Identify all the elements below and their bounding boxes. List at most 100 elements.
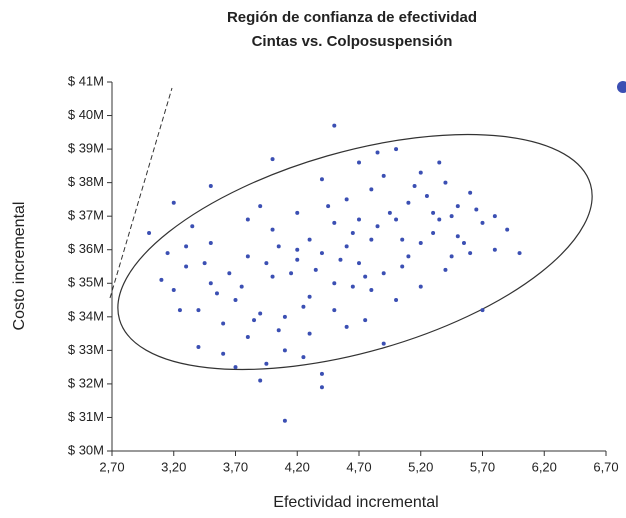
point: [449, 254, 454, 259]
y-axis-title: Costo incremental: [11, 202, 28, 331]
point: [332, 281, 337, 286]
y-tick-label: $ 31M: [68, 409, 104, 424]
y-tick-label: $ 37M: [68, 208, 104, 223]
point: [295, 210, 300, 215]
y-tick-label: $ 35M: [68, 275, 104, 290]
point: [344, 197, 349, 202]
point: [492, 247, 497, 252]
x-tick-label: 5,70: [470, 459, 495, 474]
point: [282, 348, 287, 353]
point: [468, 251, 473, 256]
legend-marker: [617, 81, 626, 93]
point: [233, 298, 238, 303]
point: [437, 160, 442, 165]
point: [319, 371, 324, 376]
x-tick-label: 4,70: [346, 459, 371, 474]
point: [295, 257, 300, 262]
point: [387, 210, 392, 215]
chart-title: Región de confianza de efectividad: [227, 9, 477, 26]
point: [233, 365, 238, 370]
y-tick-label: $ 40M: [68, 107, 104, 122]
point: [375, 224, 380, 229]
point: [177, 308, 182, 313]
point: [301, 304, 306, 309]
point: [505, 227, 510, 232]
x-tick-label: 2,70: [99, 459, 124, 474]
point: [369, 237, 374, 242]
point: [319, 385, 324, 390]
point: [406, 200, 411, 205]
point: [394, 298, 399, 303]
point: [264, 261, 269, 266]
point: [227, 271, 232, 276]
point: [307, 331, 312, 336]
point: [202, 261, 207, 266]
point: [258, 378, 263, 383]
point: [159, 277, 164, 282]
point: [369, 187, 374, 192]
point: [468, 190, 473, 195]
point: [480, 220, 485, 225]
point: [301, 355, 306, 360]
point: [357, 160, 361, 165]
point: [245, 217, 250, 222]
ticks: $ 30M $ 31M $ 32M $ 33M $ 34M $ 35M $ 36M $ 37M…: [68, 73, 619, 474]
point: [319, 177, 324, 182]
point: [517, 251, 522, 256]
point: [264, 361, 269, 366]
point: [437, 217, 442, 222]
y-tick-label: $ 33M: [68, 342, 104, 357]
point: [480, 308, 485, 313]
point: [431, 230, 436, 235]
y-tick-label: $ 39M: [68, 141, 104, 156]
point: [363, 318, 368, 323]
confidence-ellipse: [117, 133, 593, 371]
point: [319, 251, 324, 256]
x-tick-label: 6,20: [532, 459, 557, 474]
point: [282, 314, 287, 319]
point: [455, 204, 460, 209]
point: [357, 217, 361, 222]
points: [147, 123, 522, 423]
point: [418, 284, 423, 289]
point: [147, 230, 152, 235]
x-tick-label: 4,20: [285, 459, 310, 474]
x-tick-label: 3,70: [223, 459, 248, 474]
point: [307, 294, 312, 299]
point: [357, 261, 361, 266]
point: [208, 183, 213, 188]
point: [245, 254, 250, 259]
point: [184, 244, 189, 249]
point: [196, 345, 201, 350]
point: [369, 287, 374, 292]
point: [258, 204, 263, 209]
point: [363, 274, 368, 279]
point: [239, 284, 244, 289]
point: [270, 227, 275, 232]
point: [190, 224, 195, 229]
x-tick-label: 6,70: [593, 459, 618, 474]
point: [208, 241, 213, 246]
point: [307, 237, 312, 242]
point: [208, 281, 213, 286]
y-tick-label: $ 32M: [68, 375, 104, 390]
point: [221, 321, 226, 326]
point: [381, 341, 386, 346]
point: [443, 180, 448, 185]
point: [400, 237, 405, 242]
point: [221, 351, 226, 356]
point: [171, 200, 176, 205]
point: [350, 230, 355, 235]
point: [214, 291, 219, 296]
point: [424, 194, 429, 199]
y-tick-label: $ 30M: [68, 442, 104, 457]
point: [492, 214, 497, 219]
y-tick-label: $ 38M: [68, 174, 104, 189]
point: [381, 271, 386, 276]
point: [313, 267, 318, 272]
point: [394, 147, 399, 152]
point: [400, 264, 405, 269]
point: [171, 287, 176, 292]
point: [449, 214, 454, 219]
